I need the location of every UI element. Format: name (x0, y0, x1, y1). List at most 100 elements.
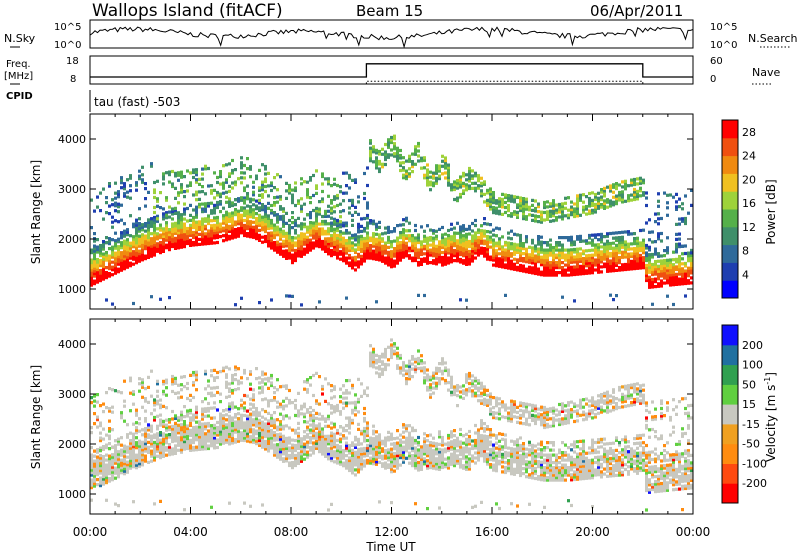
echo-cell (138, 239, 141, 243)
echo-cell (171, 379, 174, 384)
echo-cell (690, 268, 693, 272)
echo-cell (273, 176, 276, 180)
echo-cell (156, 449, 159, 453)
echo-cell (501, 212, 504, 216)
echo-cell (420, 260, 423, 264)
echo-cell (201, 185, 204, 189)
echo-cell (93, 274, 96, 278)
echo-cell (204, 434, 207, 438)
echo-cell (249, 504, 252, 508)
echo-cell (132, 442, 135, 446)
echo-cell (519, 196, 522, 200)
echo-cell (504, 253, 507, 257)
echo-cell (351, 213, 354, 217)
echo-cell (369, 141, 372, 145)
echo-cell (198, 447, 201, 451)
echo-cell (381, 232, 384, 236)
echo-cell (426, 254, 429, 258)
echo-cell (96, 425, 99, 429)
echo-cell (258, 213, 261, 217)
echo-cell (651, 240, 654, 244)
echo-cell (345, 231, 348, 235)
echo-cell (486, 188, 489, 192)
echo-cell (231, 211, 234, 215)
echo-cell (657, 274, 660, 278)
echo-cell (468, 262, 471, 266)
echo-cell (147, 375, 150, 379)
echo-cell (159, 246, 162, 250)
echo-cell (618, 190, 621, 195)
echo-cell (210, 505, 213, 509)
echo-cell (636, 177, 639, 181)
echo-cell (117, 252, 120, 256)
echo-cell (276, 250, 279, 254)
echo-cell (204, 192, 207, 196)
echo-cell (258, 188, 261, 192)
echo-cell (492, 238, 495, 242)
echo-cell (393, 249, 396, 253)
echo-cell (570, 250, 573, 254)
echo-cell (630, 178, 633, 182)
power-ytick-label: 1000 (58, 283, 86, 296)
echo-cell (192, 415, 195, 420)
echo-cell (267, 429, 270, 433)
echo-cell (324, 417, 327, 421)
echo-cell (168, 233, 171, 237)
echo-cell (516, 260, 519, 264)
echo-cell (258, 413, 261, 417)
echo-cell (228, 437, 231, 441)
echo-cell (129, 251, 132, 255)
echo-cell (462, 171, 465, 175)
echo-cell (189, 443, 192, 447)
echo-cell (642, 258, 645, 262)
echo-cell (336, 228, 339, 233)
echo-cell (171, 374, 174, 379)
echo-cell (621, 195, 624, 199)
echo-cell (162, 249, 165, 253)
echo-cell (324, 447, 327, 451)
echo-cell (165, 221, 168, 225)
echo-cell (144, 254, 147, 258)
echo-cell (399, 253, 402, 257)
echo-cell (603, 252, 606, 256)
echo-cell (306, 425, 309, 429)
echo-cell (351, 201, 354, 205)
echo-cell (144, 449, 147, 453)
echo-cell (360, 259, 363, 263)
echo-cell (456, 239, 459, 243)
echo-cell (321, 392, 324, 396)
echo-cell (117, 255, 120, 259)
echo-cell (474, 186, 477, 190)
echo-cell (462, 236, 465, 240)
echo-cell (567, 213, 570, 217)
echo-cell (417, 238, 420, 242)
echo-cell (645, 256, 648, 260)
echo-cell (333, 410, 336, 414)
echo-cell (336, 193, 339, 198)
echo-cell (660, 216, 663, 221)
echo-cell (609, 264, 612, 268)
echo-cell (249, 205, 252, 209)
echo-cell (525, 197, 528, 201)
echo-cell (393, 229, 396, 233)
echo-cell (441, 235, 444, 240)
echo-cell (195, 170, 198, 174)
echo-cell (543, 248, 546, 252)
echo-cell (561, 248, 564, 252)
echo-cell (183, 202, 186, 206)
echo-cell (306, 193, 309, 197)
echo-cell (360, 244, 363, 248)
echo-cell (597, 248, 600, 252)
echo-cell (270, 221, 273, 225)
echo-cell (483, 239, 486, 243)
echo-cell (243, 188, 246, 193)
echo-cell (195, 430, 198, 434)
echo-cell (606, 264, 609, 268)
echo-cell (333, 455, 336, 459)
echo-cell (339, 222, 342, 226)
echo-cell (273, 226, 276, 230)
echo-cell (171, 429, 174, 434)
echo-cell (318, 240, 321, 244)
echo-cell (378, 233, 381, 237)
echo-cell (633, 197, 636, 202)
